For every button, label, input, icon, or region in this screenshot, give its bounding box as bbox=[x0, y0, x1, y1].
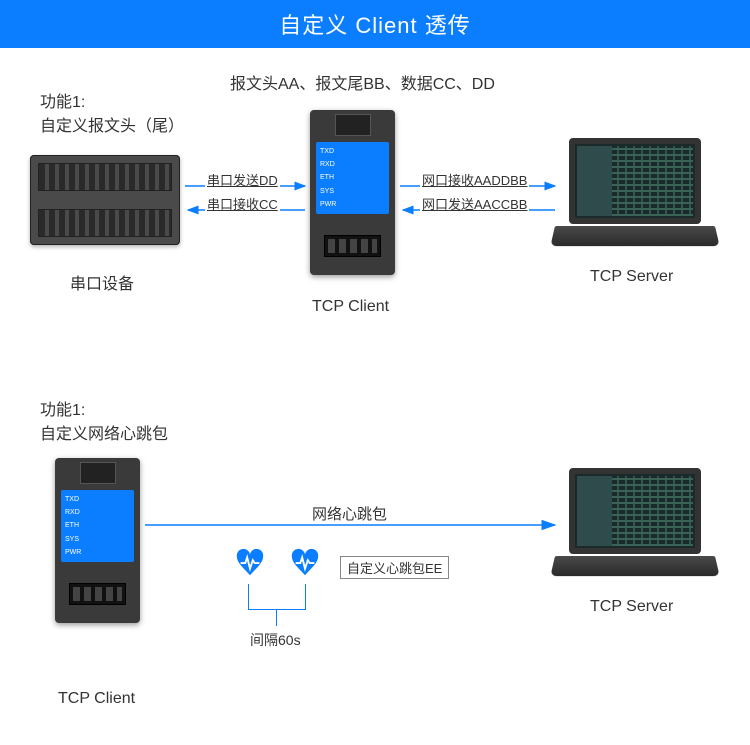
client-label-1: TCP Client bbox=[312, 298, 389, 316]
converter-2: TXD RXD ETH SYS PWR bbox=[55, 458, 140, 623]
led-sys: SYS bbox=[320, 187, 385, 196]
feature1-line1: 功能1: bbox=[40, 88, 184, 112]
bracket-stem bbox=[276, 610, 277, 626]
led-panel: TXD RXD ETH SYS PWR bbox=[316, 142, 389, 214]
heart-icon-1 bbox=[235, 548, 265, 578]
terminal-block-2 bbox=[69, 583, 126, 605]
custom-heartbeat-text: 自定义心跳包EE bbox=[340, 556, 449, 579]
interval-label: 间隔60s bbox=[250, 630, 301, 650]
laptop-base bbox=[550, 226, 719, 246]
led-panel-2: TXD RXD ETH SYS PWR bbox=[61, 490, 134, 562]
led-txd: TXD bbox=[320, 147, 385, 156]
rj45-port bbox=[335, 114, 371, 136]
server-label-1: TCP Server bbox=[590, 268, 673, 286]
plc-label: 串口设备 bbox=[70, 270, 134, 294]
plc-device bbox=[30, 155, 180, 245]
laptop-base-2 bbox=[550, 556, 719, 576]
serial-recv-text: 串口接收CC bbox=[205, 194, 280, 213]
client-label-2: TCP Client bbox=[58, 690, 135, 708]
laptop-2 bbox=[555, 468, 715, 578]
converter-1: TXD RXD ETH SYS PWR bbox=[310, 110, 395, 275]
laptop-screen bbox=[569, 138, 701, 224]
feature2-line1: 功能1: bbox=[40, 396, 168, 420]
led-pwr: PWR bbox=[320, 200, 385, 209]
led2-sys: SYS bbox=[65, 535, 130, 544]
heartbeat-text: 网络心跳包 bbox=[310, 503, 389, 524]
led-eth: ETH bbox=[320, 173, 385, 182]
section-1: 功能1: 自定义报文头（尾） 报文头AA、报文尾BB、数据CC、DD 串口设备 … bbox=[0, 40, 750, 340]
led2-pwr: PWR bbox=[65, 548, 130, 557]
rj45-port-2 bbox=[80, 462, 116, 484]
interval-bracket bbox=[248, 584, 306, 610]
feature2-line2: 自定义网络心跳包 bbox=[40, 420, 168, 444]
serial-send-text: 串口发送DD bbox=[205, 170, 280, 189]
feature2-label: 功能1: 自定义网络心跳包 bbox=[40, 396, 168, 444]
laptop-1 bbox=[555, 138, 715, 248]
server-label-2: TCP Server bbox=[590, 598, 673, 616]
led2-eth: ETH bbox=[65, 521, 130, 530]
led2-rxd: RXD bbox=[65, 508, 130, 517]
feature1-label: 功能1: 自定义报文头（尾） bbox=[40, 88, 184, 136]
laptop-screen-2 bbox=[569, 468, 701, 554]
terminal-block bbox=[324, 235, 381, 257]
heart-icon-2 bbox=[290, 548, 320, 578]
led2-txd: TXD bbox=[65, 495, 130, 504]
section-2: 功能1: 自定义网络心跳包 TXD RXD ETH SYS PWR TCP Cl… bbox=[0, 380, 750, 740]
packet-desc: 报文头AA、报文尾BB、数据CC、DD bbox=[230, 70, 495, 94]
net-send-text: 网口发送AACCBB bbox=[420, 194, 529, 213]
feature1-line2: 自定义报文头（尾） bbox=[40, 112, 184, 136]
led-rxd: RXD bbox=[320, 160, 385, 169]
net-recv-text: 网口接收AADDBB bbox=[420, 170, 529, 189]
